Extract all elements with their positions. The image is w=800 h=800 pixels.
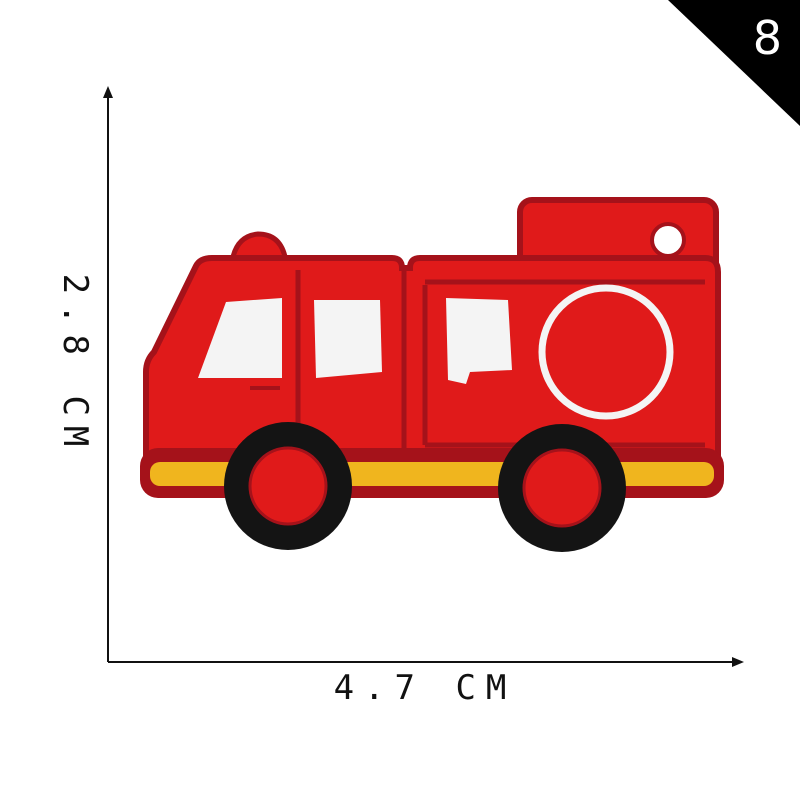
width-label: 4.7 CM bbox=[333, 668, 517, 708]
door-window bbox=[314, 300, 382, 378]
hose-reel bbox=[538, 284, 674, 420]
front-wheel bbox=[224, 422, 352, 550]
horizontal-axis-arrow-icon bbox=[732, 657, 744, 667]
tank-hole bbox=[650, 222, 686, 258]
rear-window bbox=[446, 298, 512, 384]
corner-number: 8 bbox=[752, 11, 782, 65]
body-seams bbox=[295, 270, 705, 452]
fire-truck-patch bbox=[140, 197, 724, 552]
corner-badge bbox=[668, 0, 800, 126]
rear-wheel bbox=[498, 424, 626, 552]
height-label: 2.8 CM bbox=[55, 273, 95, 457]
front-window bbox=[198, 298, 282, 378]
dimension-axes bbox=[107, 92, 738, 663]
vertical-axis-arrow-icon bbox=[103, 86, 113, 98]
